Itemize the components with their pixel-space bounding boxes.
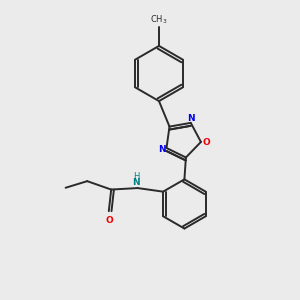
Text: O: O — [105, 216, 113, 225]
Text: H: H — [133, 172, 139, 182]
Text: CH$_3$: CH$_3$ — [150, 13, 168, 26]
Text: N: N — [188, 114, 195, 123]
Text: N: N — [132, 178, 140, 187]
Text: N: N — [158, 145, 166, 154]
Text: O: O — [202, 138, 210, 147]
